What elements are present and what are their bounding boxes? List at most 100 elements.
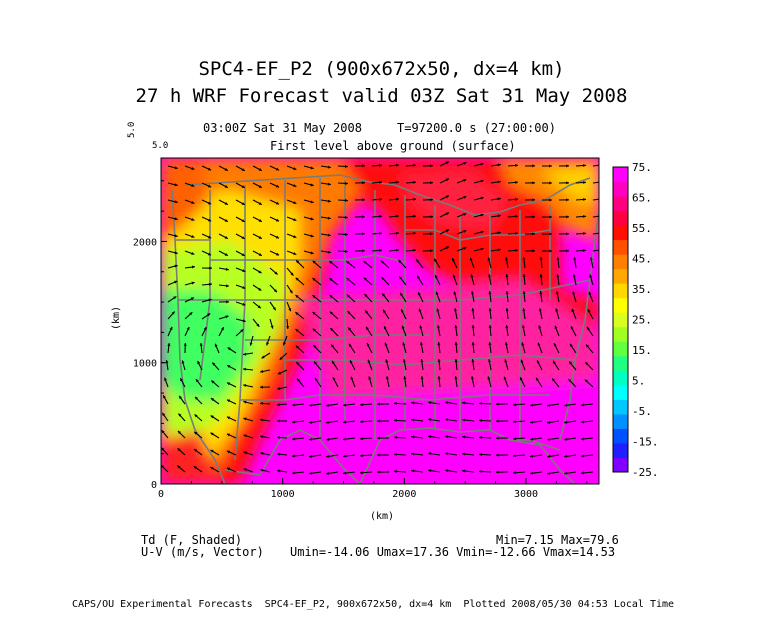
- wind-vector-head: [209, 282, 212, 286]
- wind-vector-head: [428, 435, 432, 439]
- wind-vector-head: [586, 326, 590, 331]
- wind-vector-head: [295, 277, 299, 281]
- wind-vector-head: [435, 291, 439, 295]
- wind-vectors: [161, 161, 603, 475]
- wind-vector-head: [564, 420, 568, 424]
- wind-vector-head: [288, 308, 292, 312]
- wind-vector-head: [327, 199, 331, 203]
- wind-vector-head: [293, 184, 297, 187]
- wind-vector-head: [210, 432, 214, 436]
- time-info-label: T=97200.0 s (27:00:00): [397, 121, 556, 135]
- colorbar-swatch: [613, 196, 628, 212]
- wind-vector-head: [296, 260, 300, 264]
- wind-vector-head: [401, 325, 405, 329]
- wind-vector-head: [330, 328, 334, 332]
- wind-vector-head: [394, 469, 397, 473]
- wind-vector-head: [566, 215, 569, 219]
- wind-vector-head: [329, 294, 333, 298]
- wind-vector-head: [480, 196, 484, 200]
- wind-vector-head: [600, 248, 603, 251]
- colorbar-swatch: [613, 341, 628, 357]
- wind-vector-head: [183, 343, 187, 346]
- colorbar-swatch: [613, 283, 628, 299]
- wind-vector-head: [277, 403, 280, 407]
- wind-vector-head: [260, 369, 264, 373]
- wind-vector-head: [360, 471, 363, 475]
- wind-vector-head: [226, 450, 231, 454]
- wind-vector-head: [349, 343, 352, 347]
- wind-vector-head: [194, 414, 198, 418]
- vector-stats-label: Umin=-14.06 Umax=17.36 Vmin=-12.66 Vmax=…: [290, 545, 616, 559]
- wind-vector-head: [177, 430, 181, 435]
- wind-vector-head: [471, 325, 475, 329]
- wind-vector-head: [454, 325, 458, 329]
- wind-vector-head: [260, 401, 263, 405]
- wind-vector-head: [445, 452, 449, 456]
- wind-vector-head: [274, 271, 278, 275]
- x-axis-label: (km): [370, 511, 395, 522]
- wind-vector-head: [382, 293, 386, 297]
- wind-vector-head: [496, 402, 499, 406]
- wind-vector-head: [581, 420, 585, 424]
- wind-vector-head: [549, 181, 552, 185]
- wind-vector-head: [566, 164, 569, 168]
- wind-vector-head: [413, 163, 416, 167]
- wind-vector-head: [310, 217, 314, 221]
- wind-vector-head: [584, 379, 588, 383]
- wind-vector-head: [445, 195, 449, 199]
- wind-vector-head: [445, 212, 449, 216]
- vector-field-label: U-V (m/s, Vector): [141, 545, 264, 559]
- min-max-label: Min=7.15 Max=79.6: [496, 533, 619, 547]
- wind-vector-head: [174, 183, 178, 187]
- wind-vector-head: [549, 249, 552, 253]
- wind-vector-head: [532, 232, 535, 236]
- colorbar-swatch: [613, 326, 628, 342]
- wind-vector-head: [471, 291, 475, 295]
- wind-vector-head: [163, 395, 166, 399]
- wind-vector-head: [413, 231, 416, 235]
- wind-vector-head: [445, 246, 449, 250]
- wind-vector-head: [327, 233, 331, 237]
- wind-vector-head: [295, 295, 299, 299]
- valid-time-label: 03:00Z Sat 31 May 2008: [203, 121, 362, 135]
- wind-vector-head: [277, 436, 280, 440]
- wind-vector-head: [309, 403, 313, 407]
- wind-vector-head: [360, 437, 363, 441]
- wind-vector-head: [383, 309, 386, 313]
- wind-vector-head: [496, 419, 499, 423]
- colorbar-label: 45.: [632, 253, 652, 266]
- wind-vector-head: [326, 437, 330, 441]
- wind-vector-head: [519, 377, 523, 381]
- wind-vector-head: [345, 232, 348, 236]
- wind-vector-head: [379, 231, 382, 235]
- wind-vector-head: [411, 469, 415, 473]
- wind-vector-head: [193, 449, 198, 452]
- wind-vector-head: [411, 452, 415, 456]
- wind-vector-head: [164, 377, 167, 381]
- wind-vector-head: [396, 180, 399, 184]
- wind-vector-head: [360, 454, 363, 458]
- wind-vector-head: [530, 420, 534, 424]
- wind-vector-head: [260, 468, 264, 472]
- wind-vector-head: [515, 180, 518, 184]
- wind-vector-head: [174, 264, 178, 268]
- wind-vector-head: [272, 307, 276, 311]
- wind-vector-head: [564, 454, 568, 458]
- wind-vector: [592, 249, 599, 252]
- wind-vector-head: [343, 437, 347, 441]
- wind-vector-head: [191, 200, 195, 204]
- wind-vector: [592, 198, 599, 201]
- colorbar-swatch: [613, 225, 628, 241]
- colorbar-label: -5.: [632, 405, 652, 418]
- wind-vector-head: [191, 166, 195, 170]
- wind-vector-head: [418, 292, 421, 296]
- colorbar-swatch: [613, 268, 628, 284]
- wind-vector-head: [515, 163, 518, 167]
- wind-vector-head: [275, 167, 280, 171]
- wind-vector-head: [445, 401, 449, 405]
- wind-vector-head: [480, 179, 484, 183]
- wind-vector-head: [515, 197, 518, 201]
- wind-vector-head: [174, 200, 178, 204]
- wind-vector-head: [586, 344, 590, 348]
- wind-vector-head: [417, 275, 420, 279]
